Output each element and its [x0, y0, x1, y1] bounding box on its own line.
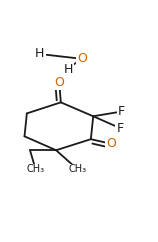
Text: F: F: [116, 122, 124, 135]
Text: CH₃: CH₃: [27, 164, 45, 174]
Text: O: O: [77, 52, 87, 65]
Text: CH₃: CH₃: [68, 164, 86, 174]
Text: F: F: [118, 105, 125, 118]
Text: O: O: [106, 137, 116, 151]
Text: H: H: [35, 47, 44, 60]
Text: O: O: [54, 76, 64, 89]
Text: H: H: [63, 63, 73, 76]
